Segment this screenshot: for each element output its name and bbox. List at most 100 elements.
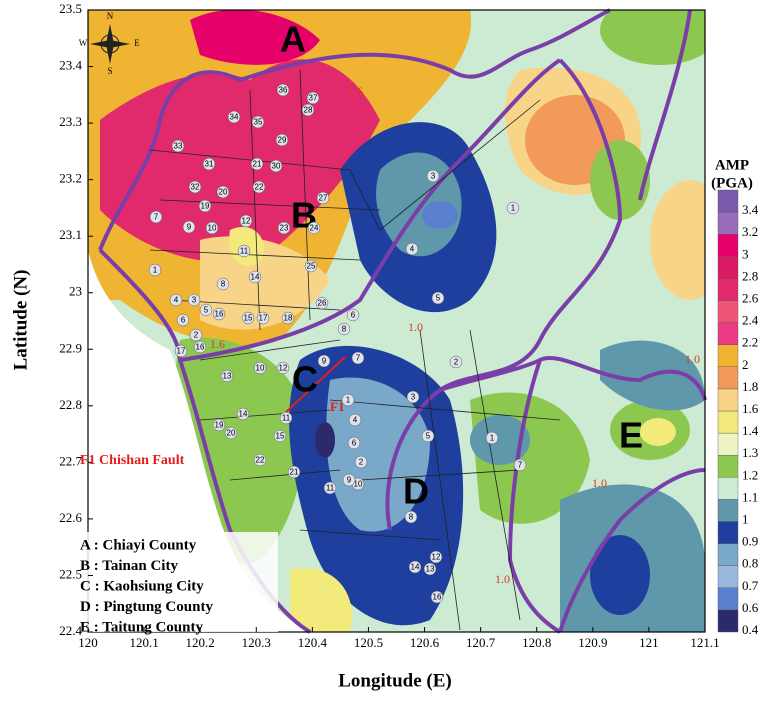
- compass-letter: E: [134, 38, 140, 48]
- district-number: 14: [251, 273, 260, 282]
- colorbar-band: [718, 433, 738, 455]
- colorbar-band: [718, 190, 738, 212]
- colorbar-label: 0.8: [742, 556, 758, 571]
- district-number: 12: [432, 553, 441, 562]
- colorbar-band: [718, 389, 738, 411]
- district-number: 8: [342, 325, 347, 334]
- y-tick-label: 23: [69, 284, 82, 299]
- x-tick-label: 120.3: [242, 635, 271, 650]
- district-number: 4: [353, 416, 358, 425]
- district-number: 3: [431, 172, 436, 181]
- colorbar-label: 3: [742, 246, 749, 261]
- district-number: 5: [426, 432, 431, 441]
- x-tick-label: 120.7: [466, 635, 496, 650]
- y-tick-label: 23.4: [59, 58, 82, 73]
- x-tick-label: 120.8: [522, 635, 551, 650]
- legend-title: (PGA): [711, 175, 753, 191]
- colorbar-band: [718, 566, 738, 588]
- district-number: 1: [490, 434, 495, 443]
- district-number: 18: [284, 314, 293, 323]
- district-number: 7: [154, 213, 159, 222]
- colorbar-band: [718, 278, 738, 300]
- district-number: 4: [174, 296, 179, 305]
- district-number: 17: [259, 314, 268, 323]
- y-tick-label: 23.5: [59, 1, 82, 16]
- district-number: 30: [272, 162, 281, 171]
- district-number: 29: [278, 136, 287, 145]
- district-number: 8: [221, 280, 226, 289]
- x-tick-label: 120.9: [578, 635, 607, 650]
- district-number: 24: [310, 224, 319, 233]
- region-letter: C: [292, 359, 318, 400]
- colorbar-band: [718, 345, 738, 367]
- colorbar-label: 3.2: [742, 224, 758, 239]
- district-number: 13: [426, 565, 435, 574]
- colorbar-band: [718, 367, 738, 389]
- colorbar-band: [718, 499, 738, 521]
- colorbar-band: [718, 455, 738, 477]
- y-tick-label: 22.6: [59, 510, 82, 525]
- district-number: 10: [256, 364, 265, 373]
- colorbar-label: 1.8: [742, 379, 758, 394]
- y-tick-label: 22.7: [59, 453, 82, 468]
- colorbar-band: [718, 544, 738, 566]
- district-number: 26: [318, 299, 327, 308]
- colorbar-label: 1.6: [742, 401, 759, 416]
- map-figure: 120120.1120.2120.3120.4120.5120.6120.712…: [0, 0, 773, 699]
- district-number: 14: [411, 563, 420, 572]
- compass-letter: N: [107, 11, 114, 21]
- colorbar-label: 2.2: [742, 335, 758, 350]
- district-number: 23: [280, 224, 289, 233]
- colorbar-band: [718, 323, 738, 345]
- district-number: 16: [215, 310, 224, 319]
- district-number: 11: [240, 247, 249, 256]
- district-number: 32: [191, 183, 200, 192]
- district-number: 36: [279, 86, 288, 95]
- x-axis-label: Longitude (E): [338, 670, 452, 691]
- district-number: 33: [174, 142, 183, 151]
- district-number: 9: [347, 476, 352, 485]
- district-number: 4: [410, 245, 415, 254]
- y-tick-label: 23.3: [59, 114, 82, 129]
- colorbar-label: 1.1: [742, 489, 758, 504]
- colorbar-label: 1.3: [742, 445, 758, 460]
- district-number: 10: [208, 224, 217, 233]
- district-number: 28: [304, 106, 313, 115]
- colorbar-label: 2: [742, 357, 749, 372]
- district-number: 3: [411, 393, 416, 402]
- district-number: 22: [255, 183, 264, 192]
- colorbar-band: [718, 212, 738, 234]
- district-number: 2: [359, 458, 364, 467]
- district-number: 1: [511, 204, 516, 213]
- district-number: 5: [436, 294, 441, 303]
- fault-legend: F1 Chishan Fault: [80, 453, 185, 468]
- colorbar-label: 0.7: [742, 578, 759, 593]
- district-number: 6: [351, 311, 356, 320]
- district-number: 7: [356, 354, 361, 363]
- district-number: 21: [290, 468, 299, 477]
- district-number: 13: [223, 372, 232, 381]
- region-key-item: A : Chiayi County: [80, 537, 197, 553]
- region-letter: D: [403, 471, 429, 512]
- contour-label: 1.0: [495, 572, 510, 586]
- colorbar-band: [718, 411, 738, 433]
- district-number: 37: [309, 94, 318, 103]
- district-number: 9: [322, 357, 327, 366]
- district-number: 8: [409, 513, 414, 522]
- colorbar-label: 0.4: [742, 622, 759, 637]
- colorbar-label: 1.2: [742, 467, 758, 482]
- colorbar-label: 2.6: [742, 290, 759, 305]
- colorbar-label: 1: [742, 511, 749, 526]
- colorbar-band: [718, 256, 738, 278]
- colorbar-label: 0.9: [742, 534, 758, 549]
- district-number: 1: [346, 396, 351, 405]
- region-key-item: C : Kaohsiung City: [80, 578, 204, 594]
- x-tick-label: 120.2: [186, 635, 215, 650]
- district-number: 11: [282, 414, 291, 423]
- district-number: 34: [230, 113, 239, 122]
- district-number: 3: [192, 296, 197, 305]
- legend-title: AMP: [715, 157, 749, 173]
- district-number: 16: [196, 343, 205, 352]
- compass-letter: W: [79, 38, 88, 48]
- district-number: 7: [518, 461, 523, 470]
